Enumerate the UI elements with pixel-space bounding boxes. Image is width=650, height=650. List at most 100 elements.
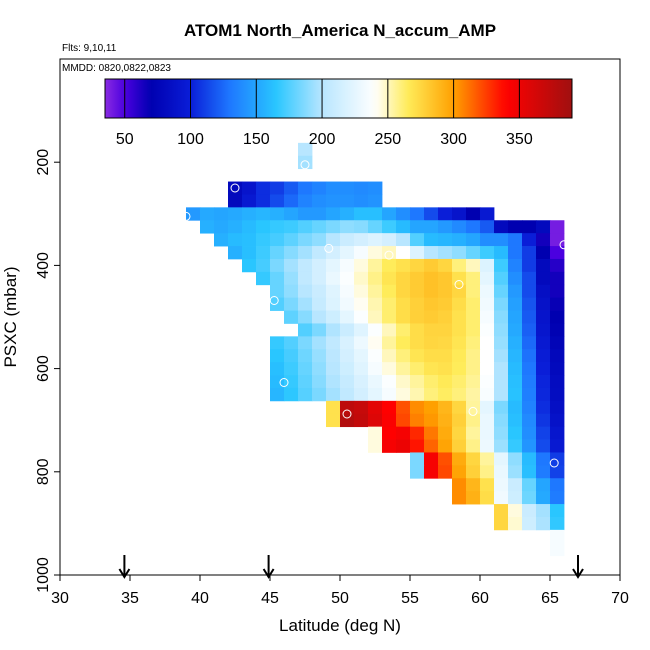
heatmap-cell xyxy=(326,336,341,350)
heatmap-cell xyxy=(382,400,397,415)
heatmap-cell xyxy=(522,362,537,376)
heatmap-cell xyxy=(508,478,523,492)
heatmap-cell xyxy=(550,323,565,337)
heatmap-cell xyxy=(508,220,523,234)
heatmap-cell xyxy=(466,258,481,273)
heatmap-cell xyxy=(410,258,425,273)
heatmap-cell xyxy=(270,181,285,195)
heatmap-cell xyxy=(438,387,453,402)
heatmap-cell xyxy=(424,220,439,234)
heatmap-cell xyxy=(340,284,355,299)
heatmap-cell xyxy=(494,349,509,363)
heatmap-cell xyxy=(354,297,369,311)
heatmap-cell xyxy=(312,194,327,208)
heatmap-cell xyxy=(480,452,495,466)
heatmap-cell xyxy=(340,413,355,428)
y-axis-ticks: 200 400 600 800 1000 xyxy=(35,149,60,593)
heatmap-cell xyxy=(340,246,355,260)
heatmap-cell xyxy=(452,233,467,247)
heatmap-cell xyxy=(326,246,341,260)
heatmap-cell xyxy=(466,491,481,505)
heatmap-cell xyxy=(494,336,509,350)
heatmap-cell xyxy=(550,491,565,505)
heatmap-cell xyxy=(368,220,383,234)
heatmap-cell xyxy=(228,220,243,234)
heatmap-cell xyxy=(354,400,369,415)
heatmap-cell xyxy=(228,194,243,208)
heatmap-cell xyxy=(508,349,523,363)
heatmap-cell xyxy=(508,246,523,260)
heatmap-cell xyxy=(382,284,397,299)
heatmap-cell xyxy=(536,516,551,531)
heatmap-cell xyxy=(396,426,411,440)
heatmap-cell xyxy=(312,284,327,299)
observation-point xyxy=(468,406,478,416)
heatmap-cell xyxy=(508,271,523,286)
heatmap-cell xyxy=(494,465,509,479)
heatmap-cell xyxy=(312,220,327,234)
x-tick-label: 40 xyxy=(191,590,209,607)
heatmap-cell xyxy=(424,284,439,299)
heatmap-cell xyxy=(438,297,453,311)
heatmap-cell xyxy=(550,413,565,428)
heatmap-cell xyxy=(340,336,355,350)
heatmap-cell xyxy=(312,207,327,221)
heatmap-cell xyxy=(382,336,397,350)
heatmap-cell xyxy=(368,194,383,208)
heatmap-cell xyxy=(550,516,565,531)
heatmap-cell xyxy=(326,387,341,402)
heatmap-cell xyxy=(522,310,537,324)
heatmap-cell xyxy=(214,207,229,221)
heatmap-cell xyxy=(326,362,341,376)
heatmap-cell xyxy=(354,387,369,402)
x-tick-label: 30 xyxy=(51,590,69,607)
heatmap-cell xyxy=(466,284,481,299)
heatmap-cell xyxy=(312,387,327,402)
heatmap-cell xyxy=(368,400,383,415)
heatmap-cell xyxy=(368,233,383,247)
observation-points xyxy=(181,160,569,468)
heatmap-cell xyxy=(508,504,523,518)
chart-title: ATOM1 North_America N_accum_AMP xyxy=(184,21,496,40)
heatmap-cell xyxy=(312,181,327,195)
heatmap-cell xyxy=(298,349,313,363)
heatmap-cell xyxy=(410,349,425,363)
heatmap-cell xyxy=(242,181,257,195)
heatmap-cell xyxy=(410,310,425,324)
heatmap-cell xyxy=(438,362,453,376)
heatmap-cell xyxy=(550,478,565,492)
heatmap-cell xyxy=(466,387,481,402)
heatmap-cell xyxy=(522,452,537,466)
heatmap-cell xyxy=(410,400,425,415)
heatmap-cell xyxy=(284,181,299,195)
heatmap-cell xyxy=(438,207,453,221)
heatmap-cell xyxy=(522,220,537,234)
heatmap-cell xyxy=(368,336,383,350)
heatmap-cell xyxy=(298,142,313,157)
heatmap-cell xyxy=(480,413,495,428)
heatmap-cell xyxy=(270,271,285,286)
heatmap-cell xyxy=(410,284,425,299)
heatmap-cell xyxy=(410,246,425,260)
heatmap-cell xyxy=(466,323,481,337)
heatmap-cell xyxy=(242,246,257,260)
heatmap-cell xyxy=(424,207,439,221)
heatmap-cell xyxy=(382,207,397,221)
heatmap-cell xyxy=(228,246,243,260)
heatmap-cell xyxy=(382,233,397,247)
heatmap-cell xyxy=(480,220,495,234)
heatmap-cell xyxy=(312,258,327,273)
heatmap-cell xyxy=(438,310,453,324)
heatmap-cell xyxy=(438,452,453,466)
heatmap-cell xyxy=(340,400,355,415)
heatmap-cell xyxy=(494,233,509,247)
heatmap-cell xyxy=(396,310,411,324)
flight-arrows xyxy=(118,555,584,579)
heatmap-cell xyxy=(424,400,439,415)
heatmap-cell xyxy=(284,362,299,376)
heatmap-cell xyxy=(312,271,327,286)
heatmap-cell xyxy=(480,400,495,415)
colorbar-tick-label: 150 xyxy=(243,131,270,148)
heatmap-cell xyxy=(298,246,313,260)
heatmap-cell xyxy=(354,362,369,376)
